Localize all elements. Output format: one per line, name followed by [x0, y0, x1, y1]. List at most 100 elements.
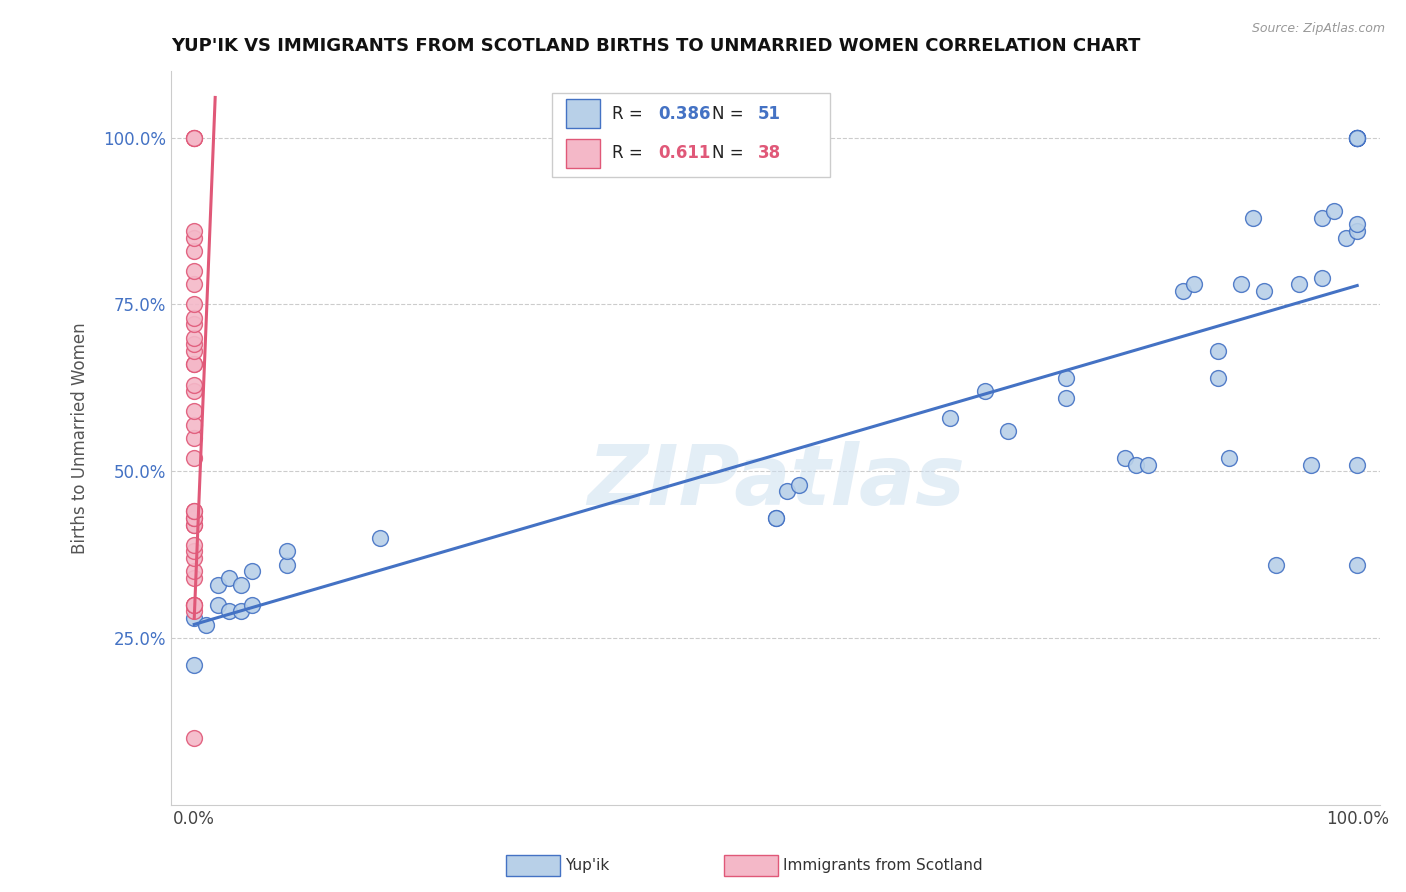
Point: [229, 605, 252, 619]
Point: [183, 605, 205, 619]
Point: [242, 565, 264, 579]
Point: [183, 504, 205, 518]
Point: [183, 384, 205, 399]
Point: [1230, 277, 1253, 292]
Point: [183, 417, 205, 432]
Point: [1125, 458, 1147, 472]
Point: [183, 431, 205, 445]
Point: [183, 551, 205, 566]
Point: [1056, 391, 1078, 405]
Point: [183, 598, 205, 612]
FancyBboxPatch shape: [553, 93, 830, 178]
Point: [1346, 130, 1368, 145]
Point: [1346, 217, 1368, 231]
Point: [1264, 558, 1286, 572]
Point: [183, 331, 205, 345]
Point: [183, 244, 205, 258]
Point: [1346, 130, 1368, 145]
Text: R =: R =: [613, 104, 648, 122]
Point: [218, 571, 240, 585]
Point: [242, 598, 264, 612]
Point: [183, 511, 205, 525]
Point: [997, 424, 1019, 438]
Text: R =: R =: [613, 145, 648, 162]
Point: [183, 598, 205, 612]
Point: [229, 578, 252, 592]
Text: Source: ZipAtlas.com: Source: ZipAtlas.com: [1251, 22, 1385, 36]
Point: [183, 538, 205, 552]
Point: [1310, 270, 1333, 285]
Point: [1206, 344, 1229, 359]
Point: [183, 731, 205, 746]
Point: [183, 130, 205, 145]
Point: [183, 277, 205, 292]
Text: N =: N =: [711, 104, 748, 122]
Point: [183, 224, 205, 238]
Point: [183, 344, 205, 359]
Point: [183, 297, 205, 311]
Point: [1241, 211, 1264, 225]
Point: [765, 511, 787, 525]
FancyBboxPatch shape: [567, 99, 600, 128]
Point: [1323, 203, 1346, 218]
Point: [276, 558, 298, 572]
Point: [1182, 277, 1205, 292]
Point: [183, 130, 205, 145]
Point: [183, 511, 205, 525]
Point: [1346, 130, 1368, 145]
Point: [183, 358, 205, 372]
Point: [183, 337, 205, 351]
Point: [183, 450, 205, 465]
Text: Yup'ik: Yup'ik: [565, 858, 609, 872]
Point: [183, 310, 205, 325]
Point: [183, 230, 205, 244]
Point: [183, 318, 205, 332]
Point: [194, 617, 217, 632]
Point: [183, 517, 205, 532]
Point: [1056, 371, 1078, 385]
Text: ZIPatlas: ZIPatlas: [586, 442, 965, 523]
Point: [765, 511, 787, 525]
Text: 0.611: 0.611: [658, 145, 711, 162]
Text: 0.386: 0.386: [658, 104, 711, 122]
Point: [183, 504, 205, 518]
Point: [1136, 458, 1159, 472]
Point: [183, 598, 205, 612]
Point: [1346, 130, 1368, 145]
Point: [1334, 230, 1357, 244]
Point: [787, 477, 810, 491]
Point: [207, 578, 229, 592]
Point: [1288, 277, 1310, 292]
Text: 51: 51: [758, 104, 780, 122]
Point: [1218, 450, 1240, 465]
Point: [183, 264, 205, 278]
Point: [1346, 558, 1368, 572]
Point: [939, 410, 962, 425]
Point: [183, 377, 205, 392]
Point: [974, 384, 997, 399]
FancyBboxPatch shape: [567, 138, 600, 168]
Point: [183, 657, 205, 672]
Point: [1114, 450, 1136, 465]
Point: [183, 517, 205, 532]
Point: [183, 404, 205, 418]
Point: [1299, 458, 1322, 472]
Point: [1171, 284, 1194, 298]
Point: [1346, 130, 1368, 145]
Point: [1346, 224, 1368, 238]
Point: [1253, 284, 1275, 298]
Point: [1346, 130, 1368, 145]
Point: [183, 544, 205, 558]
Point: [183, 358, 205, 372]
Point: [183, 565, 205, 579]
Text: N =: N =: [711, 145, 748, 162]
Point: [368, 531, 391, 545]
Point: [276, 544, 298, 558]
Text: Immigrants from Scotland: Immigrants from Scotland: [783, 858, 983, 872]
Point: [207, 598, 229, 612]
Point: [776, 484, 799, 499]
Point: [1206, 371, 1229, 385]
Text: 38: 38: [758, 145, 780, 162]
Point: [1310, 211, 1333, 225]
Point: [1346, 458, 1368, 472]
